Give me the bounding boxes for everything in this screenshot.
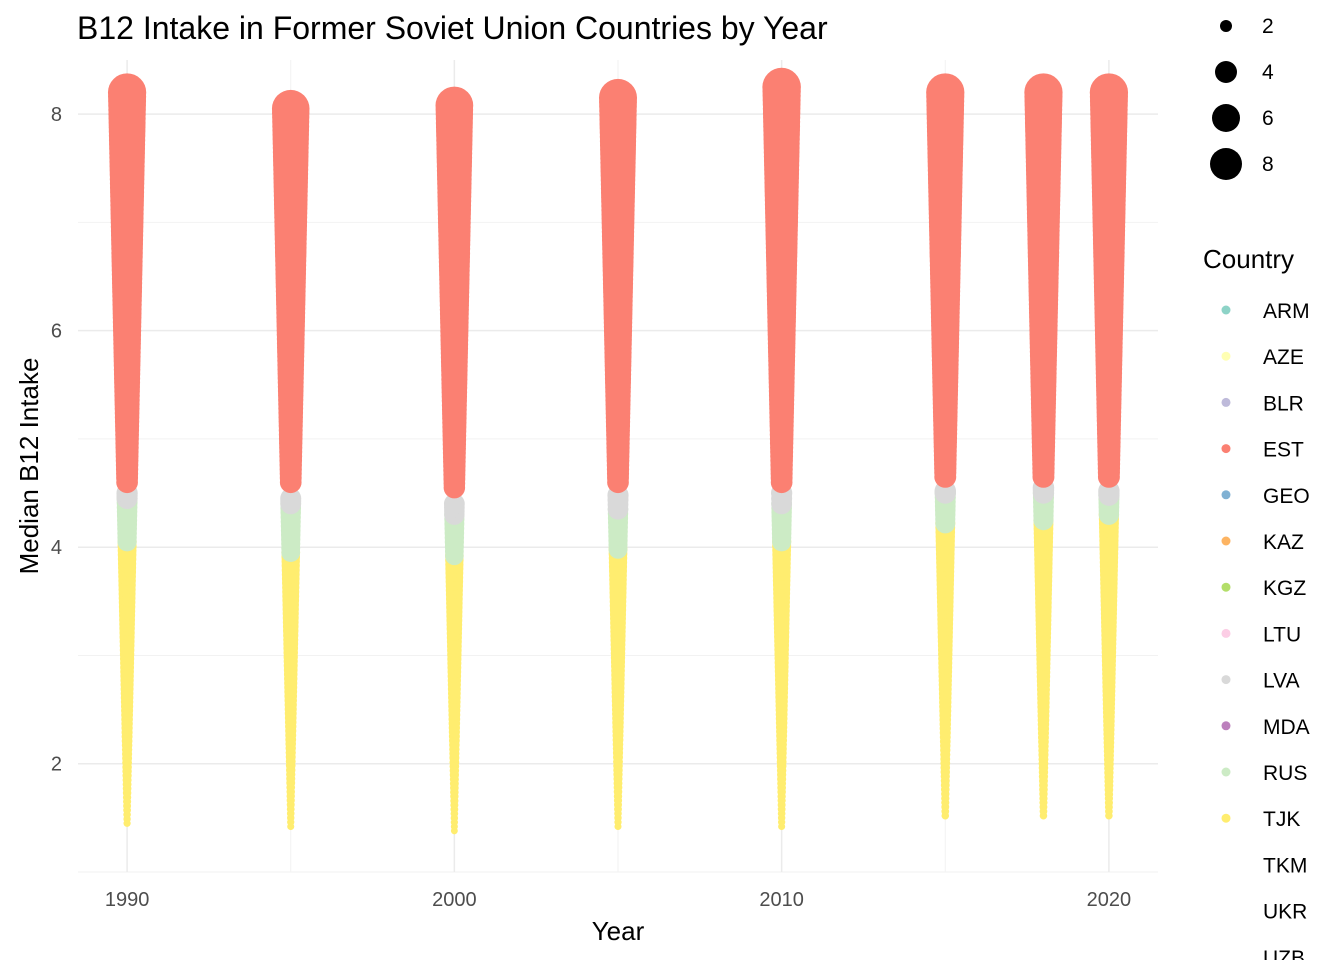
color-legend-label: KGZ — [1263, 577, 1306, 600]
color-legend-label: MDA — [1263, 716, 1310, 739]
data-point-est — [598, 78, 638, 117]
size-legend-key — [1210, 148, 1242, 180]
y-tick-label: 2 — [51, 754, 62, 776]
size-legend-label: 6 — [1262, 107, 1274, 130]
color-legend-label: KAZ — [1263, 531, 1304, 554]
color-legend-key — [1221, 397, 1231, 407]
color-legend-key — [1221, 490, 1231, 500]
y-tick-label: 6 — [51, 321, 62, 343]
size-legend-label: 4 — [1262, 61, 1274, 84]
x-tick-label: 2000 — [432, 889, 477, 911]
color-legend-label: LTU — [1263, 623, 1301, 646]
color-legend-label: UKR — [1263, 901, 1307, 924]
color-legend-label: EST — [1263, 439, 1304, 462]
color-legend-label: UZB — [1263, 947, 1305, 960]
data-point-est — [435, 86, 474, 125]
color-legend-label: GEO — [1263, 485, 1310, 508]
color-legend-label: TJK — [1263, 808, 1300, 831]
data-point-est — [271, 89, 310, 128]
data-point-lva — [280, 487, 302, 509]
data-point-est — [762, 67, 801, 107]
data-point-est — [1089, 73, 1129, 112]
color-legend-key — [1221, 767, 1231, 777]
x-tick-label: 2010 — [759, 889, 804, 911]
color-legend-title: Country — [1203, 244, 1294, 274]
color-legend-key — [1221, 305, 1231, 315]
color-legend-key — [1221, 444, 1231, 454]
x-tick-label: 2020 — [1087, 889, 1132, 911]
color-legend-key — [1221, 721, 1231, 731]
color-legend-key — [1221, 582, 1231, 592]
color-legend-label: LVA — [1263, 670, 1300, 693]
y-tick-label: 8 — [51, 104, 62, 126]
y-axis-title: Median B12 Intake — [14, 358, 44, 575]
size-legend-key — [1212, 104, 1240, 132]
color-legend-label: ARM — [1263, 300, 1310, 323]
color-legend-key — [1221, 813, 1231, 823]
x-tick-label: 1990 — [105, 889, 150, 911]
size-legend-key — [1215, 61, 1237, 83]
axis-layer: 2 4 6 8 1990 2000 2010 2020 Year Median B12 Intak… — [14, 104, 1131, 946]
y-tick-label: 4 — [51, 537, 62, 559]
color-legend-key — [1221, 351, 1231, 361]
data-point-est — [926, 73, 965, 112]
color-legend-key — [1221, 628, 1231, 638]
data-point-lva — [443, 493, 465, 515]
chart-title: B12 Intake in Former Soviet Union Countr… — [77, 10, 828, 46]
color-legend-key — [1221, 675, 1231, 685]
marks-layer — [107, 67, 1129, 835]
data-point-est — [107, 73, 147, 112]
color-legend-label: BLR — [1263, 392, 1304, 415]
x-axis-title: Year — [592, 916, 645, 946]
color-legend-key — [1221, 536, 1231, 546]
size-legend-key — [1220, 20, 1232, 32]
size-legend-label: 8 — [1262, 153, 1274, 176]
legend-layer: 2 4 6 8 Country ARM AZE BLR EST GEO KAZ KGZ LTU LVA MD… — [1203, 15, 1310, 960]
color-legend-label: TKM — [1263, 854, 1307, 877]
size-legend-label: 2 — [1262, 15, 1274, 38]
data-point-est — [1024, 73, 1063, 112]
color-legend-label: RUS — [1263, 762, 1307, 785]
color-legend-label: AZE — [1263, 346, 1304, 369]
